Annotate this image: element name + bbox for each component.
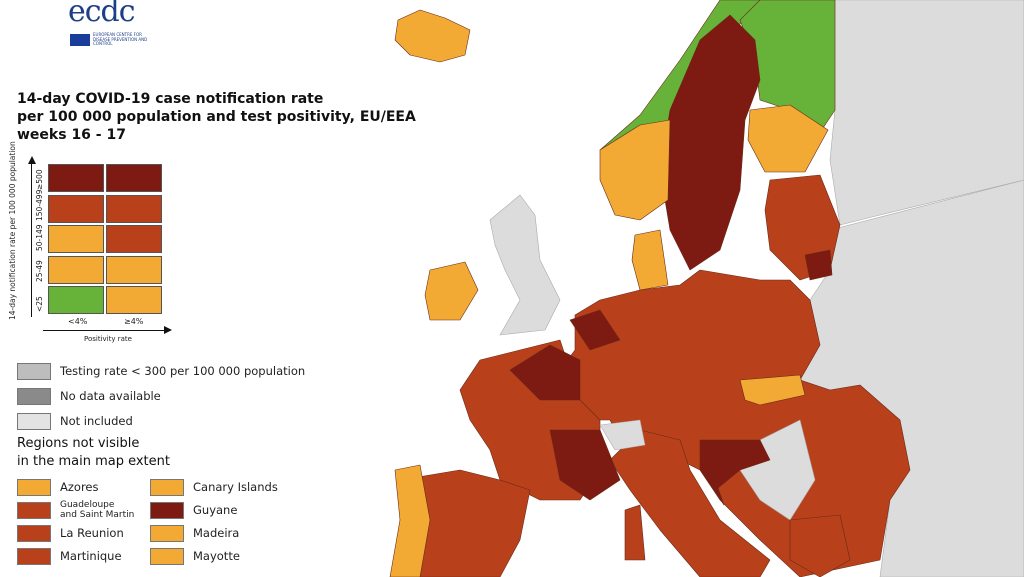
region-legend-item: La Reunion — [17, 524, 124, 542]
region-label: Mayotte — [193, 549, 240, 563]
region-label: Madeira — [193, 526, 240, 540]
region-italy — [609, 429, 771, 577]
x-tick: ≥4% — [124, 317, 144, 326]
y-tick: 50-149 — [35, 224, 44, 251]
region-swatch — [17, 524, 51, 542]
region-uk — [489, 194, 561, 336]
region-sweden — [659, 14, 761, 271]
region-portugal — [389, 464, 431, 577]
region-finland-south — [747, 104, 829, 173]
region-norway-south — [599, 119, 671, 221]
y-tick: 150-499 — [35, 189, 44, 221]
matrix-cell — [106, 225, 162, 253]
matrix-cell — [48, 164, 104, 192]
y-tick: <25 — [35, 296, 44, 312]
region-legend-item: Guyane — [150, 501, 237, 519]
logo-text: ecdc — [68, 0, 136, 29]
region-swatch — [150, 478, 184, 496]
matrix-cell — [48, 194, 104, 223]
legend-label: Not included — [60, 414, 133, 428]
region-swatch — [17, 501, 51, 519]
legend-item: Not included — [17, 412, 133, 430]
region-benelux — [569, 309, 621, 351]
y-tick: ≥500 — [35, 169, 44, 190]
legend-label: Testing rate < 300 per 100 000 populatio… — [60, 364, 306, 378]
matrix-cell — [48, 255, 104, 284]
eu-flag-icon — [70, 34, 90, 46]
region-legend-item: Mayotte — [150, 547, 240, 565]
region-croatia — [699, 439, 771, 506]
map-title: 14-day COVID-19 case notification rate p… — [17, 91, 416, 143]
region-legend-item: Madeira — [150, 524, 239, 542]
matrix-cell — [106, 286, 162, 314]
region-sardinia — [624, 504, 646, 561]
x-axis-line — [43, 330, 165, 331]
region-hungary — [739, 374, 806, 406]
region-swatch — [17, 478, 51, 496]
y-axis-arrow-icon — [28, 156, 36, 164]
legend-swatch — [17, 412, 51, 430]
ecdc-logo: ecdc EUROPEAN CENTRE FOR DISEASE PREVENT… — [30, 0, 147, 50]
region-belgium-north-france — [509, 344, 581, 401]
region-swatch — [17, 547, 51, 565]
legend-item: Testing rate < 300 per 100 000 populatio… — [17, 362, 305, 380]
region-legend-item: Martinique — [17, 547, 122, 565]
region-denmark — [631, 229, 669, 291]
legend-swatch — [17, 362, 51, 380]
matrix-y-axis-title: 14-day notification rate per 100 000 pop… — [8, 141, 17, 320]
matrix-cell — [106, 255, 162, 284]
matrix-cell — [48, 286, 104, 314]
x-axis-arrow-icon — [164, 326, 172, 334]
region-france-southeast — [549, 429, 621, 501]
region-label: Guyane — [193, 503, 238, 517]
region-swatch — [150, 524, 184, 542]
y-axis-line — [31, 162, 32, 317]
region-label: Guadeloupe and Saint Martin — [60, 500, 135, 520]
region-ireland — [424, 261, 479, 321]
logo-subtitle: EUROPEAN CENTRE FOR DISEASE PREVENTION A… — [93, 32, 148, 46]
region-label: Martinique — [60, 549, 122, 563]
region-swatch — [150, 547, 184, 565]
legend-swatch — [17, 387, 51, 405]
matrix-cell — [48, 225, 104, 253]
matrix-cell — [106, 194, 162, 223]
region-label: Canary Islands — [193, 480, 278, 494]
x-tick: <4% — [68, 317, 88, 326]
regions-title: Regions not visible in the main map exte… — [17, 436, 170, 469]
matrix-x-axis-title: Positivity rate — [84, 335, 132, 343]
region-legend-item: Azores — [17, 478, 98, 496]
legend-label: No data available — [60, 389, 161, 403]
region-switzerland — [599, 419, 646, 451]
legend-item: No data available — [17, 387, 161, 405]
region-label: Azores — [60, 480, 99, 494]
region-iceland — [394, 9, 471, 63]
russia-north — [829, 0, 1024, 226]
region-legend-item: Guadeloupe and Saint Martin — [17, 500, 135, 520]
region-central-europe — [559, 269, 911, 577]
region-legend-item: Canary Islands — [150, 478, 278, 496]
region-east-poland — [804, 249, 833, 281]
matrix-cell — [106, 164, 162, 192]
region-label: La Reunion — [60, 526, 124, 540]
region-greece — [789, 514, 851, 577]
region-swatch — [150, 501, 184, 519]
y-tick: 25-49 — [35, 259, 44, 282]
